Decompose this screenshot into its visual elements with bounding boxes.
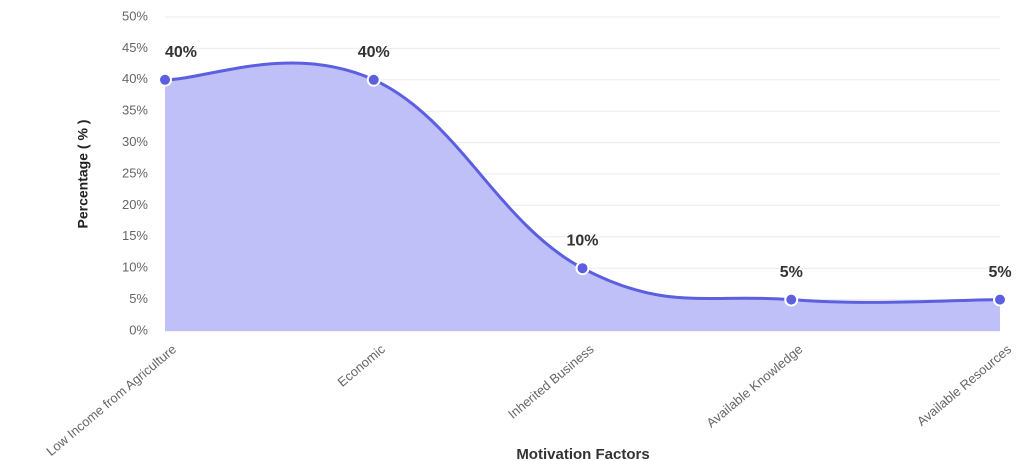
x-tick-label: Available Knowledge xyxy=(703,341,805,430)
point xyxy=(993,292,1007,307)
point xyxy=(575,261,590,276)
y-tick-label: 5% xyxy=(129,291,148,306)
x-tick-label: Inherited Business xyxy=(505,341,597,422)
y-tick-label: 30% xyxy=(122,134,148,149)
x-tick-label: Economic xyxy=(335,341,389,390)
y-tick-label: 50% xyxy=(122,8,148,23)
y-tick-label: 35% xyxy=(122,103,148,118)
data-label: 40% xyxy=(358,44,390,61)
line xyxy=(164,61,1001,304)
y-tick-label: 20% xyxy=(122,197,148,212)
y-axis-title: Percentage ( % ) xyxy=(75,120,91,229)
point xyxy=(366,72,381,87)
y-tick-label: 45% xyxy=(122,40,148,55)
y-tick-label: 0% xyxy=(129,322,148,337)
y-tick-label: 15% xyxy=(122,228,148,243)
point xyxy=(784,292,799,307)
data-label: 40% xyxy=(165,44,197,61)
data-label: 10% xyxy=(566,232,598,249)
point xyxy=(158,72,172,87)
x-axis-title: Motivation Factors xyxy=(516,446,649,461)
y-tick-label: 40% xyxy=(122,71,148,86)
data-label: 5% xyxy=(780,264,803,281)
x-tick-label: Low Income from Agriculture xyxy=(43,341,179,458)
data-label: 5% xyxy=(988,264,1011,281)
y-tick-label: 10% xyxy=(122,260,148,275)
y-tick-label: 25% xyxy=(122,165,148,180)
x-tick-label: Available Resources xyxy=(914,341,1015,429)
area xyxy=(165,63,1000,331)
